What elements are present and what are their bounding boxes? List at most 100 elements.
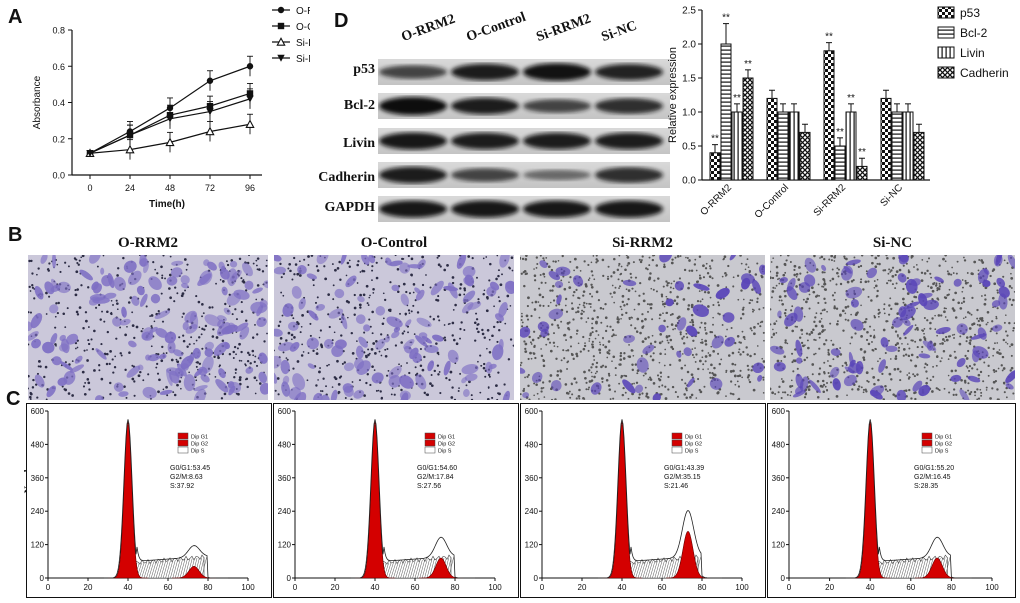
pore-dot bbox=[976, 368, 979, 371]
cell bbox=[50, 278, 58, 289]
cell bbox=[389, 260, 403, 267]
cell bbox=[375, 306, 386, 316]
pore-dot bbox=[552, 299, 556, 302]
pore-dot bbox=[562, 349, 565, 352]
pore-dot bbox=[195, 379, 198, 382]
pore-dot bbox=[979, 370, 983, 374]
pore-dot bbox=[898, 337, 902, 340]
hatch-line bbox=[922, 558, 929, 579]
pore-dot bbox=[968, 365, 972, 368]
pore-dot bbox=[621, 393, 625, 397]
pore-dot bbox=[954, 356, 957, 359]
pore-dot bbox=[835, 395, 839, 398]
cell bbox=[292, 373, 306, 391]
pore-dot bbox=[947, 358, 950, 361]
pore-dot bbox=[712, 350, 715, 353]
pore-dot bbox=[436, 351, 440, 355]
pore-dot bbox=[898, 268, 902, 272]
pore-dot bbox=[741, 376, 743, 379]
pore-dot bbox=[596, 259, 599, 263]
pore-dot bbox=[602, 274, 605, 277]
pore-dot bbox=[496, 255, 499, 257]
pore-dot bbox=[704, 360, 707, 363]
pore-dot bbox=[263, 340, 266, 343]
pore-dot bbox=[621, 313, 624, 316]
pore-dot bbox=[1005, 396, 1008, 399]
pore-dot bbox=[943, 310, 946, 314]
pore-dot bbox=[560, 320, 563, 323]
pore-dot bbox=[906, 374, 909, 376]
pore-dot bbox=[651, 318, 654, 321]
pore-dot bbox=[778, 299, 781, 302]
y-tick-label: 120 bbox=[525, 541, 539, 550]
pore-dot bbox=[997, 367, 1000, 370]
pore-dot bbox=[538, 304, 542, 307]
pore-dot bbox=[368, 352, 371, 355]
pore-dot bbox=[725, 371, 727, 374]
pore-dot bbox=[237, 392, 240, 396]
pore-dot bbox=[929, 272, 932, 275]
cell bbox=[880, 337, 889, 348]
cell bbox=[461, 363, 479, 375]
pore-dot bbox=[332, 298, 335, 301]
pore-dot bbox=[969, 335, 973, 339]
cell bbox=[113, 382, 124, 392]
pore-dot bbox=[871, 348, 874, 352]
pore-dot bbox=[36, 372, 40, 375]
pore-dot bbox=[883, 312, 886, 315]
blot-column-label: O-RRM2 bbox=[399, 11, 458, 46]
pore-dot bbox=[173, 300, 176, 303]
pore-dot bbox=[185, 268, 188, 271]
pore-dot bbox=[707, 284, 710, 287]
pore-dot bbox=[807, 346, 810, 350]
pore-dot bbox=[736, 335, 740, 338]
pore-dot bbox=[527, 384, 530, 388]
cell bbox=[977, 268, 989, 284]
pore-dot bbox=[775, 274, 779, 277]
pore-dot bbox=[430, 384, 434, 388]
pore-dot bbox=[862, 388, 865, 391]
pore-dot bbox=[662, 302, 665, 306]
pore-dot bbox=[266, 332, 268, 335]
pore-dot bbox=[867, 342, 871, 346]
pore-dot bbox=[980, 259, 983, 262]
flow-legend-swatch bbox=[921, 446, 933, 454]
pore-dot bbox=[739, 369, 742, 372]
pore-dot bbox=[413, 333, 416, 335]
pore-dot bbox=[876, 278, 879, 281]
cell bbox=[250, 301, 268, 314]
hatch-line bbox=[402, 560, 409, 579]
pore-dot bbox=[223, 392, 227, 396]
pore-dot bbox=[535, 266, 538, 269]
pore-dot bbox=[649, 306, 653, 310]
pore-dot bbox=[463, 289, 467, 292]
pore-dot bbox=[366, 302, 369, 305]
pore-dot bbox=[176, 383, 179, 387]
pore-dot bbox=[808, 307, 811, 310]
pore-dot bbox=[30, 259, 33, 263]
pore-dot bbox=[828, 375, 831, 378]
pore-dot bbox=[836, 267, 839, 270]
pore-dot bbox=[596, 370, 598, 373]
pore-dot bbox=[578, 297, 581, 300]
pore-dot bbox=[843, 371, 846, 374]
hatch-line bbox=[900, 560, 907, 579]
pore-dot bbox=[587, 349, 590, 352]
x-tick-label: 20 bbox=[578, 583, 587, 592]
pore-dot bbox=[615, 334, 617, 337]
pore-dot bbox=[749, 327, 752, 330]
pore-dot bbox=[992, 354, 994, 357]
cell bbox=[795, 339, 803, 357]
cell bbox=[676, 317, 687, 331]
cell bbox=[100, 267, 105, 275]
pore-dot bbox=[540, 390, 543, 393]
pore-dot bbox=[563, 287, 567, 291]
pore-dot bbox=[741, 312, 745, 316]
pore-dot bbox=[495, 384, 498, 388]
cell bbox=[121, 306, 127, 318]
pore-dot bbox=[976, 388, 979, 391]
pore-dot bbox=[968, 327, 972, 330]
pore-dot bbox=[555, 304, 558, 307]
cell bbox=[258, 371, 268, 384]
pore-dot bbox=[622, 386, 625, 390]
